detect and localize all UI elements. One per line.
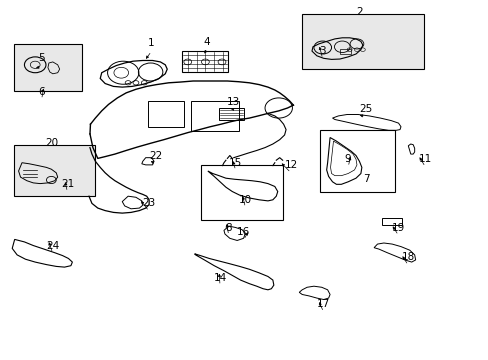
- Bar: [382, 218, 401, 225]
- Bar: [190, 101, 238, 131]
- Text: 4: 4: [203, 37, 209, 48]
- Text: 5: 5: [38, 53, 45, 63]
- Text: 12: 12: [284, 160, 297, 170]
- Text: 17: 17: [316, 299, 330, 309]
- Text: 23: 23: [142, 198, 156, 208]
- Text: 15: 15: [228, 158, 242, 168]
- Text: 7: 7: [363, 174, 369, 184]
- Text: 16: 16: [236, 227, 250, 237]
- Text: 11: 11: [418, 154, 431, 164]
- Text: 2: 2: [355, 6, 362, 17]
- Bar: [339, 49, 350, 54]
- Text: 10: 10: [239, 195, 251, 205]
- Bar: [14, 145, 95, 196]
- Text: 13: 13: [226, 96, 240, 107]
- Text: 6: 6: [38, 87, 45, 97]
- Text: 25: 25: [358, 104, 372, 114]
- Text: 14: 14: [213, 273, 226, 283]
- Text: 3: 3: [319, 46, 325, 56]
- Bar: [302, 14, 424, 69]
- Text: 24: 24: [46, 240, 60, 251]
- Bar: [320, 130, 394, 192]
- Bar: [182, 51, 228, 72]
- Bar: [14, 44, 82, 91]
- Text: 19: 19: [391, 222, 405, 233]
- Text: 22: 22: [148, 150, 162, 161]
- Bar: [147, 101, 184, 127]
- Text: 20: 20: [45, 138, 58, 148]
- Text: 9: 9: [344, 154, 351, 164]
- Bar: [201, 165, 282, 220]
- Text: 1: 1: [148, 38, 155, 48]
- Text: 21: 21: [61, 179, 74, 189]
- Text: 18: 18: [401, 252, 414, 262]
- Text: 8: 8: [225, 222, 232, 233]
- Bar: [219, 108, 243, 120]
